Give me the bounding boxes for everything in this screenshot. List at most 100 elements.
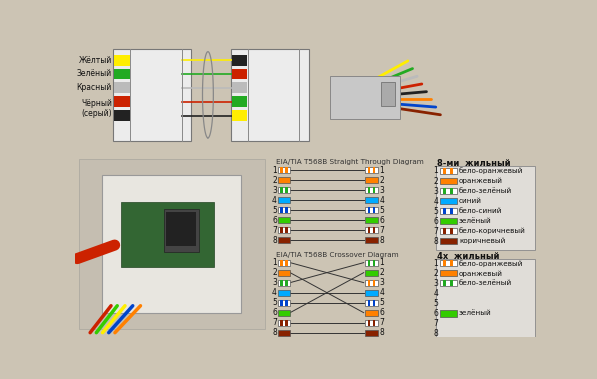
Text: 6: 6 [272,308,277,317]
Bar [278,269,290,276]
Text: 6: 6 [433,216,438,226]
Text: 6: 6 [272,216,277,225]
Bar [373,299,375,306]
Bar [450,260,453,266]
Text: 5: 5 [379,206,384,215]
Bar [278,319,290,326]
Text: 8: 8 [272,236,277,245]
Text: 3: 3 [433,186,438,196]
Bar [232,55,247,66]
Bar [114,69,130,79]
Text: коричневый: коричневый [459,238,506,244]
Text: 6: 6 [433,309,438,318]
Bar [232,96,247,107]
Bar [280,319,282,326]
Text: 1: 1 [379,166,384,175]
Bar [365,299,378,306]
Bar [436,166,535,249]
Text: 5: 5 [272,206,277,215]
Text: 3: 3 [272,186,277,195]
Bar [278,260,290,266]
Text: 7: 7 [272,318,277,327]
Bar [365,167,378,173]
Bar [280,260,282,266]
Text: 2: 2 [379,268,384,277]
Bar [278,187,290,193]
Bar [285,167,288,173]
Bar [439,168,457,174]
Bar [365,290,378,296]
Text: 3: 3 [379,278,384,287]
Bar [439,310,457,316]
Text: бело-синий: бело-синий [459,208,503,214]
Bar [280,280,282,286]
Text: Красный: Красный [76,83,112,92]
Bar [232,83,247,93]
Bar [278,177,290,183]
Bar [278,167,290,173]
Bar [373,187,375,193]
Bar [443,280,447,287]
Bar [365,269,378,276]
Bar [278,217,290,223]
Text: 7: 7 [272,226,277,235]
Text: 4: 4 [433,197,438,205]
Text: синий: синий [459,198,482,204]
Bar [114,55,130,66]
Bar [439,218,457,224]
Text: 4: 4 [379,288,384,297]
Text: зелёный: зелёный [459,218,492,224]
Bar [368,187,370,193]
Text: EIA/TIA T568B Crossover Diagram: EIA/TIA T568B Crossover Diagram [276,252,399,258]
Text: 3: 3 [272,278,277,287]
Text: 2: 2 [433,177,438,185]
Text: 1: 1 [433,166,438,175]
Text: 3: 3 [433,279,438,288]
Bar [278,280,290,286]
Text: бело-зелёный: бело-зелёный [459,280,512,287]
Bar [450,228,453,234]
Bar [368,227,370,233]
Bar [280,299,282,306]
Bar [78,160,264,329]
Text: бело-оранжевый: бело-оранжевый [459,260,524,267]
Text: 4: 4 [379,196,384,205]
Bar [232,110,247,121]
Text: 8: 8 [433,236,438,246]
Bar [164,210,199,252]
Bar [365,237,378,243]
Bar [373,167,375,173]
Bar [285,280,288,286]
Text: бело-зелёный: бело-зелёный [459,188,512,194]
Bar [114,83,130,93]
Text: бело-коричневый: бело-коричневый [459,228,526,235]
Text: 1: 1 [272,258,277,267]
Bar [439,208,457,214]
Bar [278,310,290,316]
Bar [436,259,535,342]
Text: 5: 5 [433,299,438,308]
Bar [278,299,290,306]
Bar [450,208,453,214]
Bar [278,197,290,203]
Bar [439,178,457,184]
Bar [285,299,288,306]
Text: 3: 3 [379,186,384,195]
Bar [450,168,453,174]
Bar [278,237,290,243]
Bar [368,299,370,306]
Text: 4: 4 [272,288,277,297]
Bar [330,76,400,119]
Bar [285,207,288,213]
Bar [232,69,247,79]
Bar [278,290,290,296]
Bar [373,207,375,213]
Bar [443,188,447,194]
Bar [280,187,282,193]
Bar [439,238,457,244]
Bar [373,280,375,286]
Bar [439,188,457,194]
Bar [365,260,378,266]
Bar [280,227,282,233]
Bar [443,228,447,234]
